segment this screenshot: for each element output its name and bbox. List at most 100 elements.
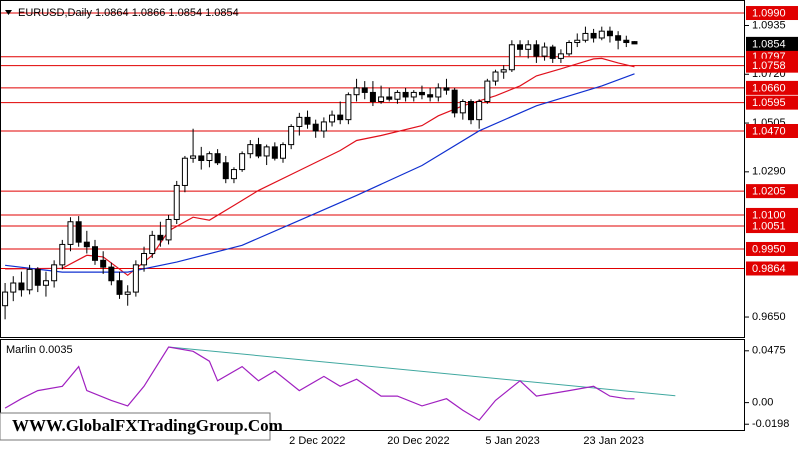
candle-body: [402, 91, 409, 98]
candle-body: [42, 280, 49, 286]
candle-body: [557, 53, 564, 59]
watermark-box: [0, 412, 271, 441]
x-tick-label: 20 Dec 2022: [387, 435, 449, 447]
candle-body: [533, 44, 540, 57]
level-label-box: [746, 80, 798, 95]
candle-body: [157, 234, 164, 241]
level-label-box: [746, 219, 798, 234]
candle-body: [10, 282, 17, 293]
candle-body: [304, 116, 311, 125]
level-label-box: [746, 6, 798, 21]
x-tick-label: 23 Jan 2023: [583, 435, 644, 447]
candle-body: [288, 125, 295, 146]
level-label: 0.9864: [752, 263, 786, 275]
candle-body: [91, 246, 98, 261]
level-label-box: [746, 95, 798, 110]
y-tick-label: 1.0935: [752, 19, 786, 31]
candle-body: [369, 91, 376, 103]
candle-body: [435, 87, 442, 98]
candle-body: [190, 155, 197, 159]
candle-body: [75, 221, 82, 243]
candle-body: [247, 144, 254, 155]
trend-line: [168, 346, 676, 397]
level-label: 1.0205: [752, 186, 786, 198]
candle-body: [443, 87, 450, 91]
candle-body: [230, 169, 237, 180]
level-label-box: [746, 184, 798, 199]
candle-body: [59, 243, 66, 266]
candle-body: [337, 114, 344, 121]
candle-body: [255, 144, 262, 157]
candle-body: [566, 42, 573, 55]
candle-body: [451, 89, 458, 114]
oscillator-clip-group: [4, 346, 676, 421]
level-label-box: [746, 261, 798, 276]
level-label-box: [746, 123, 798, 138]
level-label: 1.0100: [752, 209, 786, 221]
level-label: 1.0990: [752, 7, 786, 19]
candle-body: [239, 153, 246, 171]
oscillator-title: Marlin 0.0035: [6, 344, 73, 356]
level-label: 0.9950: [752, 243, 786, 255]
candle-body: [574, 39, 581, 44]
candle-body: [271, 146, 278, 159]
candle-body: [116, 280, 123, 295]
candle-body: [165, 218, 172, 241]
candle-body: [198, 155, 205, 161]
level-label: 1.0660: [752, 82, 786, 94]
candle-body: [459, 101, 466, 114]
chart-title: EURUSD,Daily 1.0864 1.0866 1.0854 1.0854: [18, 7, 239, 19]
candle-body: [541, 46, 548, 57]
candle-body: [517, 44, 524, 50]
candle-body: [83, 241, 90, 248]
y-tick-label: 0.9650: [752, 311, 786, 323]
candle-body: [214, 153, 221, 164]
title-icon: [5, 10, 12, 15]
candle-body: [329, 114, 336, 123]
candle-body: [34, 268, 41, 286]
candle-body: [598, 30, 605, 39]
candle-body: [361, 87, 368, 93]
candle-body: [427, 94, 434, 98]
candle-body: [100, 259, 107, 268]
candle-body: [492, 71, 499, 82]
candle-body: [312, 123, 319, 132]
candle-body: [18, 282, 25, 291]
candle-body: [51, 264, 58, 282]
candle-body: [615, 35, 622, 41]
candle-body: [623, 39, 630, 44]
candle-body: [386, 96, 393, 100]
x-tick-label: 5 Jan 2023: [485, 435, 539, 447]
y-tick-label: 0.00: [752, 397, 773, 409]
candle-body: [296, 116, 303, 127]
series-line: [4, 346, 635, 421]
candle-body: [181, 157, 188, 186]
y-tick-label: 1.0290: [752, 166, 786, 178]
current-price-label: 1.0854: [752, 38, 786, 50]
candle-body: [508, 44, 515, 71]
level-label: 1.0758: [752, 60, 786, 72]
candle-body: [141, 253, 148, 266]
x-tick-label: 2 Dec 2022: [289, 435, 345, 447]
candle-body: [345, 94, 352, 121]
candle-body: [124, 291, 131, 295]
watermark: WWW.GlobalFXTradingGroup.Com: [12, 416, 283, 435]
level-label-box: [746, 241, 798, 256]
candle-body: [484, 80, 491, 103]
candle-body: [206, 153, 213, 161]
candle-body: [418, 91, 425, 96]
candle-body: [149, 234, 156, 255]
candle-body: [582, 32, 589, 41]
candle-body: [631, 41, 638, 45]
candle-body: [525, 44, 532, 50]
candle-body: [410, 91, 417, 98]
series-line: [5, 73, 635, 273]
candle-body: [263, 146, 270, 157]
level-label: 1.0595: [752, 97, 786, 109]
level-label: 1.0051: [752, 220, 786, 232]
candle-body: [394, 91, 401, 100]
main-panel: [0, 0, 745, 338]
candle-body: [378, 96, 385, 103]
